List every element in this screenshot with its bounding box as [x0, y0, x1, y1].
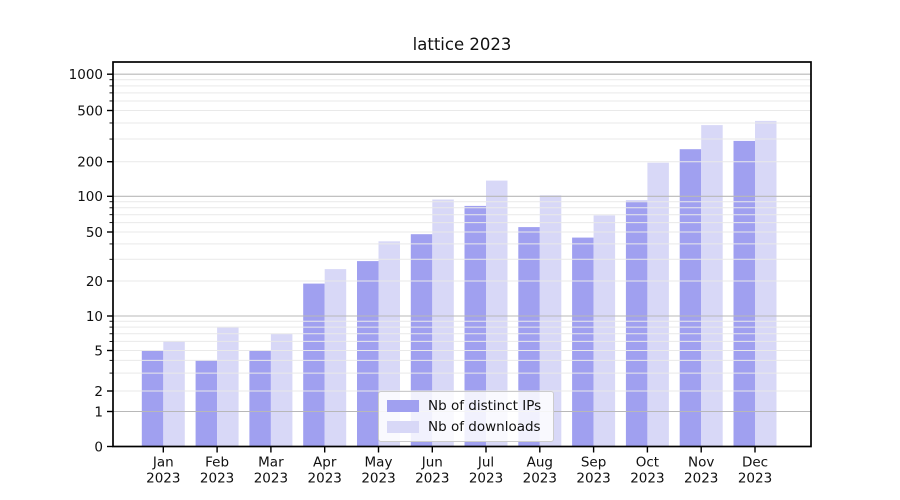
bar-nb-of-distinct-ips-feb [195, 360, 218, 447]
x-axis-tick-label-month: Jul [477, 455, 494, 471]
y-axis-tick-label: 500 [77, 103, 103, 119]
bar-nb-of-downloads-apr [324, 269, 347, 447]
x-axis-tick-label-month: Dec [742, 455, 768, 471]
x-axis-tick-label-year: 2023 [576, 471, 610, 487]
x-axis-tick-label-month: Aug [527, 455, 553, 471]
bar-nb-of-downloads-feb [217, 327, 239, 447]
bar-nb-of-downloads-mar [270, 333, 293, 447]
bar-nb-of-downloads-sep [593, 215, 616, 447]
x-axis-tick-label-month: May [365, 455, 393, 471]
y-axis-tick-label: 10 [86, 309, 103, 325]
x-axis-tick-label-year: 2023 [415, 471, 449, 487]
x-axis-tick-label-month: Jun [421, 455, 443, 471]
bar-nb-of-downloads-nov [701, 125, 723, 447]
y-axis-tick-label: 200 [77, 155, 103, 171]
y-axis-tick-label: 0 [94, 439, 103, 455]
bar-nb-of-downloads-oct [647, 162, 669, 447]
x-axis-tick-label-year: 2023 [738, 471, 772, 487]
y-axis-tick-label: 2 [94, 384, 103, 400]
x-axis-tick-label-year: 2023 [254, 471, 288, 487]
bar-nb-of-distinct-ips-jan [141, 350, 164, 447]
y-axis-tick-label: 1 [94, 404, 103, 420]
x-axis-tick-label-year: 2023 [361, 471, 395, 487]
x-axis-tick-label-year: 2023 [146, 471, 180, 487]
x-axis-tick-label-year: 2023 [523, 471, 557, 487]
bar-nb-of-distinct-ips-may [357, 261, 379, 447]
axes-border [112, 61, 812, 448]
bar-nb-of-downloads-jan [163, 341, 185, 447]
y-axis-tick-label: 50 [86, 225, 103, 241]
x-axis-tick-label-month: Oct [636, 455, 659, 471]
x-axis-tick-label-month: Feb [205, 455, 229, 471]
bar-nb-of-distinct-ips-mar [249, 350, 271, 447]
y-axis-tick-label: 5 [94, 343, 103, 359]
x-axis-tick-label-year: 2023 [630, 471, 664, 487]
x-axis-tick-label-year: 2023 [308, 471, 342, 487]
x-axis-tick-label-month: Nov [688, 455, 714, 471]
bar-nb-of-downloads-dec [755, 120, 777, 447]
x-axis-tick-label-month: Mar [258, 455, 284, 471]
x-axis-tick-label-year: 2023 [469, 471, 503, 487]
y-axis-tick-label: 20 [86, 274, 103, 290]
x-axis-tick-label-year: 2023 [200, 471, 234, 487]
bar-nb-of-distinct-ips-oct [625, 200, 648, 447]
bar-nb-of-downloads-jul [486, 180, 508, 447]
bar-nb-of-distinct-ips-dec [733, 140, 755, 447]
x-axis-tick-label-month: Sep [581, 455, 606, 471]
legend-swatch-downloads [387, 421, 419, 433]
x-axis-tick-label-month: Apr [313, 455, 337, 471]
bar-nb-of-distinct-ips-sep [572, 237, 594, 447]
bar-nb-of-distinct-ips-apr [303, 283, 325, 447]
x-axis-tick-label-month: Jan [152, 455, 174, 471]
x-axis-tick-label-year: 2023 [684, 471, 718, 487]
legend-label-downloads: Nb of downloads [428, 419, 541, 435]
y-axis-tick-label: 1000 [69, 67, 103, 83]
bar-nb-of-distinct-ips-nov [679, 149, 702, 447]
bar-nb-of-distinct-ips-jul [464, 205, 486, 447]
chart-title: lattice 2023 [412, 35, 512, 54]
legend: Nb of distinct IPs Nb of downloads [378, 391, 555, 442]
y-axis-tick-label: 100 [77, 189, 103, 205]
legend-item-distinct-ips: Nb of distinct IPs [387, 398, 541, 414]
legend-swatch-distinct-ips [387, 400, 419, 412]
legend-item-downloads: Nb of downloads [387, 419, 541, 435]
bar-nb-of-downloads-jun [432, 199, 454, 447]
legend-label-distinct-ips: Nb of distinct IPs [428, 398, 542, 414]
